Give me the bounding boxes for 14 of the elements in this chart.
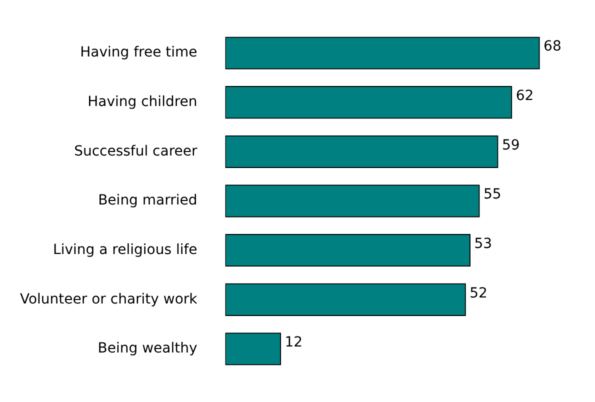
y-tick-label: Living a religious life: [53, 242, 198, 258]
data-label: 59: [502, 137, 520, 154]
y-tick-label: Volunteer or charity work: [20, 291, 198, 308]
data-label: 53: [474, 236, 492, 252]
y-tick-label: Successful career: [74, 143, 198, 160]
data-label: 12: [284, 334, 303, 351]
data-label: 52: [470, 285, 488, 302]
y-tick-label: Having children: [88, 94, 198, 110]
data-label: 68: [544, 38, 562, 55]
y-tick-label: Being married: [98, 192, 198, 209]
y-tick-label: Having free time: [80, 44, 198, 61]
data-label: 55: [483, 186, 502, 203]
data-label: 62: [516, 88, 534, 104]
y-tick-label: Being wealthy: [98, 340, 198, 357]
